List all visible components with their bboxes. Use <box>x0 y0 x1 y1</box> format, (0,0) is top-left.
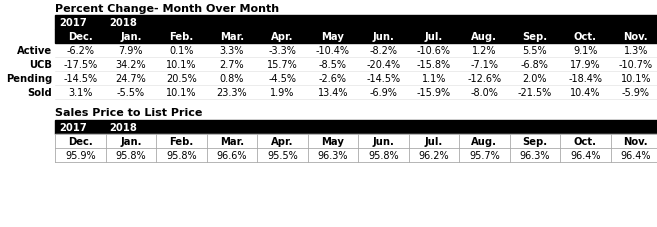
Text: -21.5%: -21.5% <box>518 88 552 98</box>
Bar <box>55 16 657 30</box>
Text: 10.1%: 10.1% <box>620 74 651 84</box>
Text: Apr.: Apr. <box>271 32 294 42</box>
Text: 10.4%: 10.4% <box>570 88 600 98</box>
Text: -2.6%: -2.6% <box>319 74 347 84</box>
Text: Jul.: Jul. <box>424 32 443 42</box>
Text: 24.7%: 24.7% <box>116 74 146 84</box>
Text: -6.8%: -6.8% <box>521 60 549 70</box>
Text: Jan.: Jan. <box>120 32 141 42</box>
Text: Aug.: Aug. <box>471 32 497 42</box>
Text: Active: Active <box>17 46 52 56</box>
Text: -17.5%: -17.5% <box>63 60 97 70</box>
Text: Mar.: Mar. <box>219 32 244 42</box>
Text: Oct.: Oct. <box>574 32 597 42</box>
Text: -3.3%: -3.3% <box>268 46 296 56</box>
Text: Mar.: Mar. <box>219 136 244 146</box>
Text: 2018: 2018 <box>110 122 137 132</box>
Text: 7.9%: 7.9% <box>118 46 143 56</box>
Bar <box>55 121 657 134</box>
Text: Jun.: Jun. <box>373 32 394 42</box>
Text: May: May <box>321 32 344 42</box>
Text: 96.4%: 96.4% <box>620 150 651 160</box>
Text: -7.1%: -7.1% <box>470 60 498 70</box>
Text: Dec.: Dec. <box>68 136 93 146</box>
Text: 2018: 2018 <box>110 18 137 28</box>
Text: 2017: 2017 <box>59 122 87 132</box>
Text: 9.1%: 9.1% <box>573 46 597 56</box>
Text: 2.0%: 2.0% <box>522 74 547 84</box>
Text: 2.7%: 2.7% <box>219 60 244 70</box>
Text: 96.3%: 96.3% <box>317 150 348 160</box>
Text: 3.1%: 3.1% <box>68 88 93 98</box>
Text: 95.8%: 95.8% <box>166 150 196 160</box>
Text: 95.5%: 95.5% <box>267 150 298 160</box>
Text: 96.4%: 96.4% <box>570 150 600 160</box>
Text: 1.9%: 1.9% <box>270 88 294 98</box>
Text: -6.9%: -6.9% <box>369 88 397 98</box>
Text: 3.3%: 3.3% <box>219 46 244 56</box>
Text: Sales Price to List Price: Sales Price to List Price <box>55 108 202 118</box>
Text: 1.2%: 1.2% <box>472 46 497 56</box>
Text: -4.5%: -4.5% <box>268 74 296 84</box>
Text: 1.1%: 1.1% <box>422 74 446 84</box>
Text: Feb.: Feb. <box>169 32 193 42</box>
Text: Sep.: Sep. <box>522 136 547 146</box>
Text: 95.7%: 95.7% <box>469 150 499 160</box>
Text: 96.6%: 96.6% <box>217 150 247 160</box>
Text: 0.8%: 0.8% <box>219 74 244 84</box>
Bar <box>55 134 657 148</box>
Text: 96.3%: 96.3% <box>520 150 550 160</box>
Bar <box>55 148 657 162</box>
Text: Dec.: Dec. <box>68 32 93 42</box>
Text: Aug.: Aug. <box>471 136 497 146</box>
Text: Sold: Sold <box>27 88 52 98</box>
Text: 5.5%: 5.5% <box>522 46 547 56</box>
Text: Oct.: Oct. <box>574 136 597 146</box>
Text: -8.0%: -8.0% <box>470 88 498 98</box>
Text: Pending: Pending <box>6 74 52 84</box>
Text: 95.9%: 95.9% <box>65 150 95 160</box>
Text: -6.2%: -6.2% <box>66 46 94 56</box>
Text: Jun.: Jun. <box>373 136 394 146</box>
Text: Sep.: Sep. <box>522 32 547 42</box>
Text: 1.3%: 1.3% <box>623 46 648 56</box>
Text: -18.4%: -18.4% <box>568 74 602 84</box>
Text: Jan.: Jan. <box>120 136 141 146</box>
Text: 20.5%: 20.5% <box>166 74 196 84</box>
Text: -15.8%: -15.8% <box>417 60 451 70</box>
Text: 34.2%: 34.2% <box>116 60 146 70</box>
Text: 96.2%: 96.2% <box>419 150 449 160</box>
Text: -8.5%: -8.5% <box>319 60 347 70</box>
Text: 10.1%: 10.1% <box>166 88 196 98</box>
Bar <box>55 30 657 44</box>
Text: -20.4%: -20.4% <box>366 60 400 70</box>
Text: -15.9%: -15.9% <box>417 88 451 98</box>
Text: Percent Change- Month Over Month: Percent Change- Month Over Month <box>55 4 279 14</box>
Text: UCB: UCB <box>29 60 52 70</box>
Text: May: May <box>321 136 344 146</box>
Text: -14.5%: -14.5% <box>63 74 97 84</box>
Text: -5.9%: -5.9% <box>622 88 650 98</box>
Text: -12.6%: -12.6% <box>467 74 501 84</box>
Text: Nov.: Nov. <box>623 32 648 42</box>
Text: 2017: 2017 <box>59 18 87 28</box>
Text: -10.4%: -10.4% <box>316 46 350 56</box>
Text: 95.8%: 95.8% <box>368 150 399 160</box>
Text: -5.5%: -5.5% <box>117 88 145 98</box>
Text: 23.3%: 23.3% <box>216 88 247 98</box>
Text: Feb.: Feb. <box>169 136 193 146</box>
Text: 15.7%: 15.7% <box>267 60 298 70</box>
Text: 95.8%: 95.8% <box>116 150 146 160</box>
Text: 17.9%: 17.9% <box>570 60 600 70</box>
Text: 10.1%: 10.1% <box>166 60 196 70</box>
Text: 13.4%: 13.4% <box>317 88 348 98</box>
Text: Nov.: Nov. <box>623 136 648 146</box>
Text: -8.2%: -8.2% <box>369 46 397 56</box>
Text: -14.5%: -14.5% <box>366 74 400 84</box>
Text: 0.1%: 0.1% <box>169 46 193 56</box>
Text: -10.6%: -10.6% <box>417 46 451 56</box>
Text: Jul.: Jul. <box>424 136 443 146</box>
Text: Apr.: Apr. <box>271 136 294 146</box>
Text: -10.7%: -10.7% <box>619 60 653 70</box>
